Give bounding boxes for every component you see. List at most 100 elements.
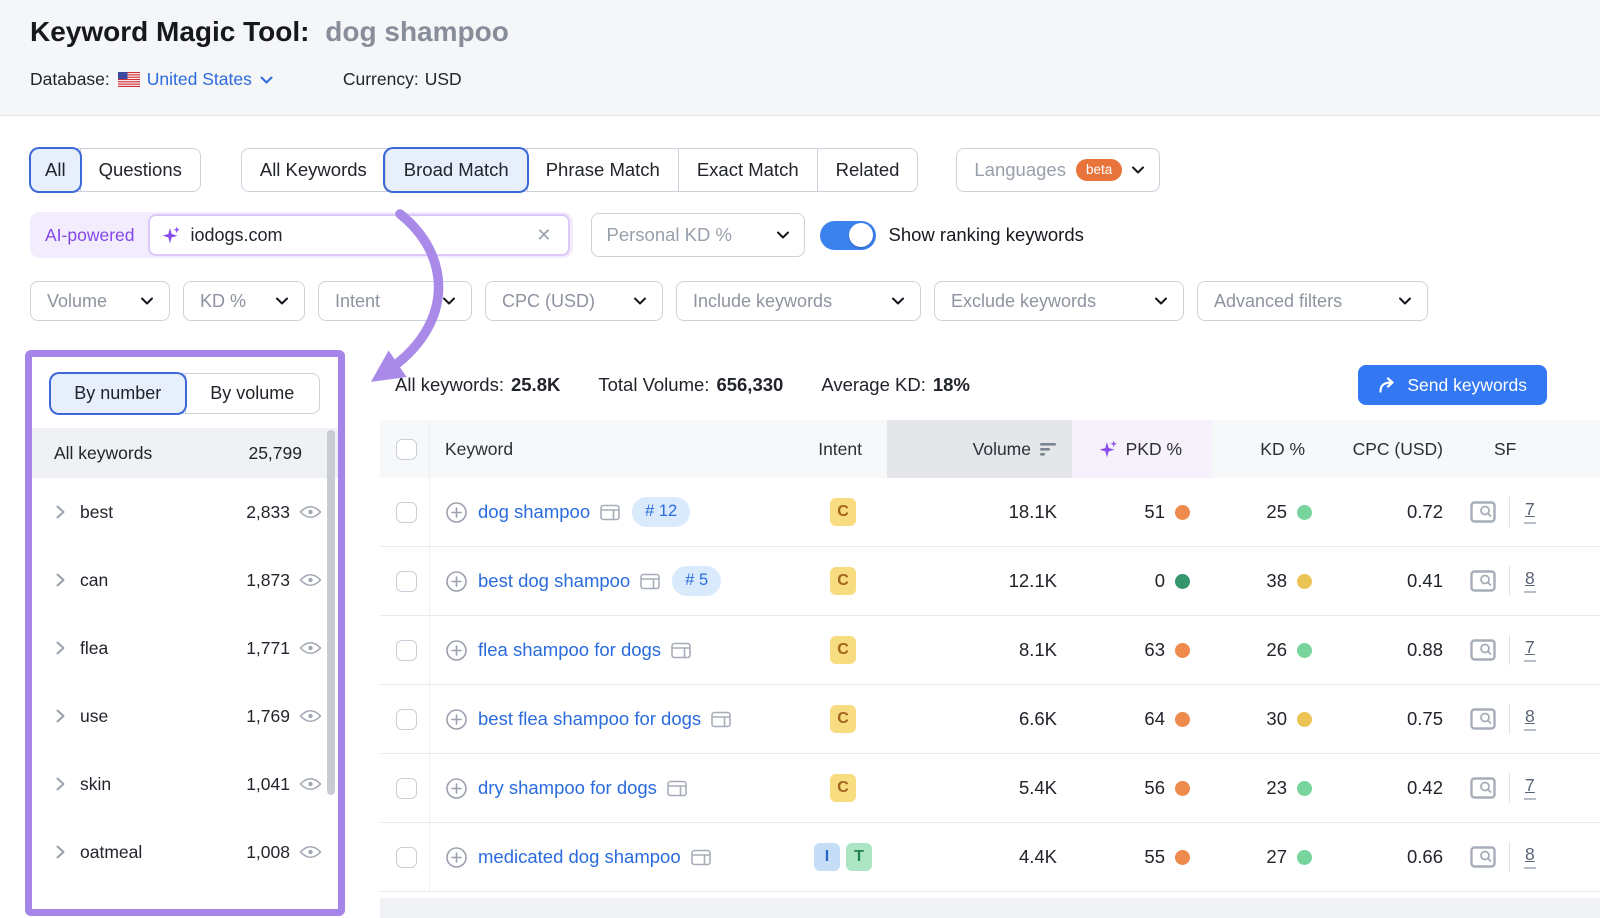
pkd-sparkle-icon: [1099, 440, 1118, 459]
row-checkbox[interactable]: [396, 501, 417, 523]
ai-powered-label: AI-powered: [45, 224, 135, 245]
row-checkbox[interactable]: [396, 570, 417, 592]
keyword-link[interactable]: best flea shampoo for dogs: [478, 708, 702, 729]
column-kd[interactable]: KD %: [1260, 438, 1305, 459]
domain-search-input[interactable]: iodogs.com ✕: [147, 214, 570, 256]
tab-broad-match[interactable]: Broad Match: [384, 149, 527, 191]
sf-count[interactable]: 8: [1524, 569, 1536, 593]
show-ranking-keywords-toggle[interactable]: [819, 220, 876, 250]
sf-count[interactable]: 7: [1524, 500, 1536, 524]
select-all-checkbox[interactable]: [396, 438, 417, 460]
show-ranking-keywords-label: Show ranking keywords: [888, 224, 1084, 245]
add-keyword-icon[interactable]: [445, 846, 468, 869]
intent-badge[interactable]: C: [830, 567, 856, 595]
row-checkbox[interactable]: [396, 846, 417, 868]
add-keyword-icon[interactable]: [445, 639, 468, 662]
kd-dot: [1297, 642, 1312, 658]
sf-count[interactable]: 8: [1524, 707, 1536, 731]
keyword-link[interactable]: dog shampoo: [478, 501, 591, 522]
tab-all-keywords[interactable]: All Keywords: [241, 149, 385, 191]
keyword-link[interactable]: best dog shampoo: [478, 570, 631, 591]
all-keywords-group[interactable]: All keywords 25,799: [32, 428, 338, 478]
column-keyword[interactable]: Keyword: [445, 438, 514, 459]
group-item-skin[interactable]: skin 1,041: [32, 750, 338, 818]
intent-filter[interactable]: Intent: [318, 281, 472, 321]
serp-preview-icon[interactable]: [640, 573, 661, 590]
eye-icon[interactable]: [299, 572, 322, 588]
intent-badge[interactable]: C: [830, 705, 856, 733]
clear-input-icon[interactable]: ✕: [536, 224, 552, 245]
next-section-edge: [380, 898, 1600, 918]
sidebar-scrollbar[interactable]: [327, 430, 335, 795]
keyword-link[interactable]: flea shampoo for dogs: [478, 639, 662, 660]
intent-badge[interactable]: C: [830, 774, 856, 802]
intent-badge[interactable]: C: [830, 498, 856, 526]
ranking-position-badge[interactable]: # 12: [632, 497, 691, 527]
tab-by-volume[interactable]: By volume: [184, 374, 320, 413]
serp-features-icon[interactable]: [1470, 501, 1496, 523]
include-keywords-filter[interactable]: Include keywords: [676, 281, 921, 321]
serp-features-icon[interactable]: [1470, 639, 1496, 661]
cpc-filter[interactable]: CPC (USD): [485, 281, 663, 321]
serp-features-icon[interactable]: [1470, 708, 1496, 730]
column-intent[interactable]: Intent: [818, 438, 862, 459]
languages-dropdown[interactable]: Languages beta: [956, 148, 1161, 192]
kd-filter[interactable]: KD %: [183, 281, 305, 321]
intent-badge[interactable]: I: [814, 843, 840, 871]
sf-count[interactable]: 7: [1524, 638, 1536, 662]
row-checkbox[interactable]: [396, 708, 417, 730]
add-keyword-icon[interactable]: [445, 501, 468, 524]
column-pkd[interactable]: PKD %: [1072, 420, 1212, 478]
intent-badge[interactable]: T: [846, 843, 872, 871]
group-item-best[interactable]: best 2,833: [32, 478, 338, 546]
intent-badge[interactable]: C: [830, 636, 856, 664]
serp-preview-icon[interactable]: [690, 849, 711, 866]
serp-preview-icon[interactable]: [600, 504, 620, 521]
eye-icon[interactable]: [299, 776, 322, 792]
tab-related[interactable]: Related: [816, 149, 918, 191]
eye-icon[interactable]: [299, 504, 322, 520]
group-item-flea[interactable]: flea 1,771: [32, 614, 338, 682]
database-selector[interactable]: United States: [147, 69, 273, 90]
column-sf[interactable]: SF: [1494, 438, 1517, 459]
column-volume[interactable]: Volume: [887, 420, 1072, 478]
kd-dot: [1297, 711, 1312, 727]
eye-icon[interactable]: [299, 708, 322, 724]
group-item-use[interactable]: use 1,769: [32, 682, 338, 750]
volume-filter[interactable]: Volume: [30, 281, 170, 321]
table-row: flea shampoo for dogs C 8.1K 63 26 0.88 …: [380, 616, 1600, 685]
add-keyword-icon[interactable]: [445, 777, 468, 800]
eye-icon[interactable]: [299, 640, 322, 656]
database-value: United States: [146, 69, 252, 89]
keyword-link[interactable]: dry shampoo for dogs: [478, 777, 657, 798]
tab-questions[interactable]: Questions: [79, 149, 200, 191]
send-keywords-button[interactable]: Send keywords: [1358, 365, 1547, 405]
serp-features-icon[interactable]: [1470, 846, 1496, 868]
group-item-oatmeal[interactable]: oatmeal 1,008: [32, 818, 338, 886]
keyword-link[interactable]: medicated dog shampoo: [478, 846, 681, 867]
row-checkbox[interactable]: [396, 777, 417, 799]
sf-count[interactable]: 8: [1524, 845, 1536, 869]
sf-count[interactable]: 7: [1524, 776, 1536, 800]
eye-icon[interactable]: [299, 844, 322, 860]
add-keyword-icon[interactable]: [445, 708, 468, 731]
pkd-dot: [1175, 504, 1190, 520]
column-cpc[interactable]: CPC (USD): [1352, 438, 1443, 459]
exclude-keywords-filter[interactable]: Exclude keywords: [934, 281, 1184, 321]
group-item-can[interactable]: can 1,873: [32, 546, 338, 614]
ranking-position-badge[interactable]: # 5: [672, 566, 722, 596]
filters-row: Volume KD % Intent CPC (USD) Include key…: [30, 281, 1428, 321]
row-checkbox[interactable]: [396, 639, 417, 661]
tab-exact-match[interactable]: Exact Match: [677, 149, 817, 191]
add-keyword-icon[interactable]: [445, 570, 468, 593]
serp-preview-icon[interactable]: [671, 642, 691, 659]
personal-kd-dropdown[interactable]: Personal KD %: [590, 213, 805, 257]
serp-features-icon[interactable]: [1470, 777, 1496, 799]
tab-by-number[interactable]: By number: [51, 374, 185, 413]
tab-phrase-match[interactable]: Phrase Match: [526, 149, 678, 191]
serp-preview-icon[interactable]: [667, 780, 687, 797]
serp-features-icon[interactable]: [1470, 570, 1496, 592]
tab-all[interactable]: All: [31, 149, 80, 191]
advanced-filters[interactable]: Advanced filters: [1197, 281, 1428, 321]
serp-preview-icon[interactable]: [711, 711, 731, 728]
